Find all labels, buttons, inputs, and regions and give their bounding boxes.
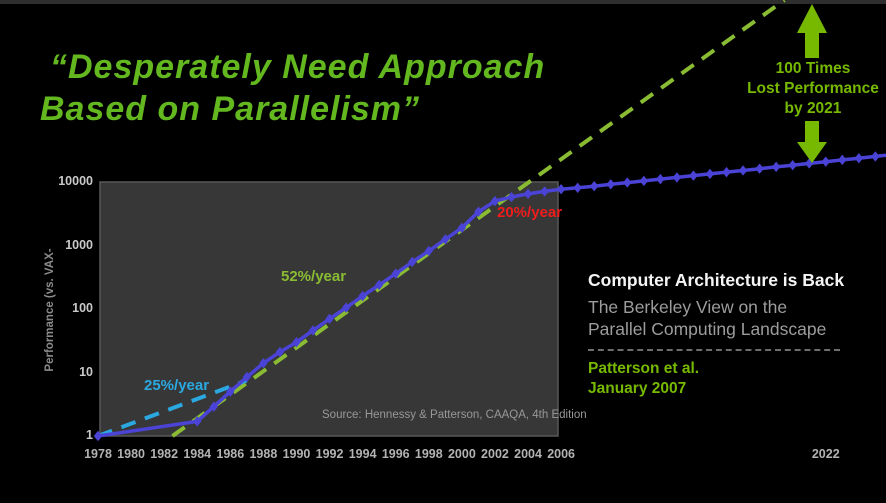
data-point-2023 [838, 154, 847, 166]
data-point-1993 [341, 302, 351, 313]
data-point-2005 [540, 186, 549, 197]
y-tick-1: 1 [86, 428, 93, 442]
data-point-2025 [871, 151, 880, 162]
annotation-20pct-year: 20%/year [497, 204, 563, 221]
data-point-2009 [606, 179, 615, 190]
annotation-25pct-year: 25%/year [144, 377, 210, 394]
reference-credit-line2: January 2007 [588, 380, 687, 397]
data-point-2015 [705, 168, 715, 180]
data-point-1991 [308, 325, 318, 336]
data-point-2002 [490, 195, 500, 207]
x-tick-2004: 2004 [514, 447, 542, 461]
x-tick-1998: 1998 [414, 447, 443, 461]
data-point-1996 [391, 268, 400, 279]
data-point-2016 [722, 166, 731, 178]
data-point-2018 [755, 163, 764, 174]
trend-52pct-year-line [171, 0, 786, 438]
data-point-1995 [374, 279, 384, 291]
source-note: Source: Hennessy & Patterson, CAAQA, 4th… [322, 409, 587, 421]
x-tick-2002: 2002 [481, 447, 509, 461]
data-point-2003 [507, 191, 516, 203]
x-tick-1978: 1978 [84, 447, 112, 461]
data-point-2006 [556, 184, 566, 195]
data-point-1978 [93, 430, 103, 442]
data-point-2010 [623, 177, 632, 188]
x-tick-1994: 1994 [348, 447, 377, 461]
reference-credit-line1: Patterson et al. [588, 360, 700, 377]
data-point-2013 [672, 172, 682, 183]
data-point-1988 [259, 358, 268, 369]
lost-performance-callout: 100 Times Lost Performance by 2021 [722, 59, 886, 119]
data-point-1984 [193, 416, 202, 427]
x-tick-1982: 1982 [150, 447, 179, 461]
y-tick-10: 10 [79, 364, 93, 379]
data-point-2007 [573, 182, 582, 194]
plot-area [99, 181, 559, 437]
x-tick-2000: 2000 [447, 447, 476, 461]
trend-25pct-year-line [97, 378, 248, 438]
data-point-2019 [771, 161, 781, 173]
x-tick-1980: 1980 [117, 447, 145, 461]
reference-divider [588, 349, 840, 351]
data-point-2011 [639, 175, 649, 187]
x-tick-1988: 1988 [249, 447, 278, 461]
data-point-2020 [788, 159, 797, 171]
data-point-1997 [408, 256, 417, 268]
slide-title-line1: “Desperately Need Approach [50, 48, 546, 86]
reference-subtitle-line1: The Berkeley View on the [588, 297, 788, 317]
data-point-2000 [457, 222, 467, 233]
reference-subtitle-line2: Parallel Computing Landscape [588, 319, 827, 339]
y-tick-1000: 1000 [65, 237, 93, 252]
callout-line2: Lost Performance [747, 80, 879, 97]
data-point-2017 [738, 165, 748, 176]
data-point-1987 [242, 371, 252, 383]
down-arrow-icon [797, 121, 827, 163]
x-tick-2006: 2006 [547, 447, 576, 461]
data-point-1989 [275, 346, 285, 358]
data-point-2008 [590, 180, 599, 192]
slide-title: “Desperately Need Approach Based on Para… [0, 46, 545, 130]
x-tick-1992: 1992 [315, 447, 344, 461]
data-point-2022 [821, 156, 830, 167]
callout-line3: by 2021 [784, 100, 842, 117]
x-tick-1996: 1996 [381, 447, 410, 461]
data-point-1990 [292, 337, 301, 348]
slide-title-line2: Based on Parallelism” [40, 90, 421, 128]
data-point-2021 [805, 158, 814, 169]
up-arrow-icon [797, 4, 827, 58]
data-point-1986 [226, 386, 235, 397]
y-tick-10000: 10000 [58, 174, 93, 188]
data-point-1994 [358, 290, 367, 302]
x-tick-1990: 1990 [282, 447, 311, 461]
data-point-2001 [474, 206, 483, 217]
data-point-2012 [656, 173, 665, 185]
data-point-2004 [523, 188, 533, 200]
annotation-52pct-year: 52%/year [281, 268, 347, 285]
reference-block: Computer Architecture is Back The Berkel… [588, 270, 844, 399]
x-tick-2022: 2022 [811, 447, 840, 461]
reference-heading: Computer Architecture is Back [588, 270, 845, 290]
data-point-1998 [424, 245, 433, 257]
top-border-bar [0, 0, 886, 4]
data-point-1992 [325, 313, 334, 325]
x-tick-1986: 1986 [216, 447, 245, 461]
y-tick-100: 100 [72, 301, 93, 315]
data-point-2024 [854, 153, 864, 164]
callout-line1: 100 Times [775, 60, 851, 77]
data-point-2014 [689, 170, 698, 181]
data-point-1999 [441, 234, 450, 245]
data-point-1985 [209, 401, 218, 412]
x-tick-1984: 1984 [183, 447, 212, 461]
